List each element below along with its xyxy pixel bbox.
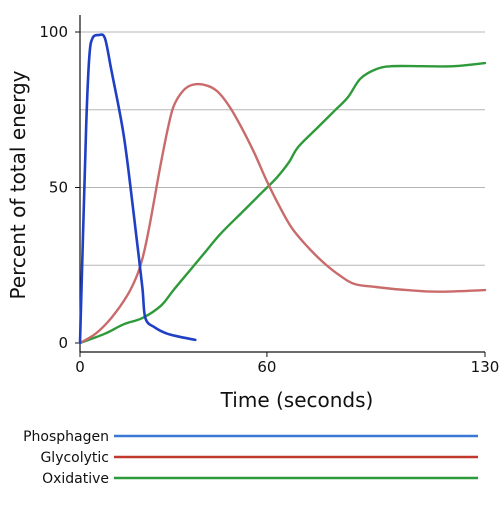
series-line-glycolytic	[78, 82, 487, 345]
x-tick-label: 0	[75, 358, 85, 376]
legend-label-phosphagen: Phosphagen	[23, 429, 109, 445]
legend-label-glycolytic: Glycolytic	[40, 450, 109, 466]
series-line-phosphagen	[78, 33, 197, 345]
y-tick-label: 100	[39, 23, 68, 41]
axes	[75, 15, 486, 357]
x-tick-label: 60	[257, 358, 276, 376]
gridlines	[80, 31, 485, 266]
legend: Phosphagen Glycolytic Oxidative	[23, 429, 478, 487]
series-lines	[78, 33, 487, 345]
y-tick-label: 0	[58, 334, 68, 352]
legend-label-oxidative: Oxidative	[42, 471, 109, 487]
y-axis-label: Percent of total energy	[6, 70, 30, 299]
y-tick-label: 50	[49, 179, 68, 197]
series-line-oxidative	[78, 61, 487, 345]
x-tick-label: 130	[471, 358, 500, 376]
tick-labels: 0 50 100 0 60 130	[39, 23, 499, 376]
x-axis-label: Time (seconds)	[220, 388, 374, 412]
